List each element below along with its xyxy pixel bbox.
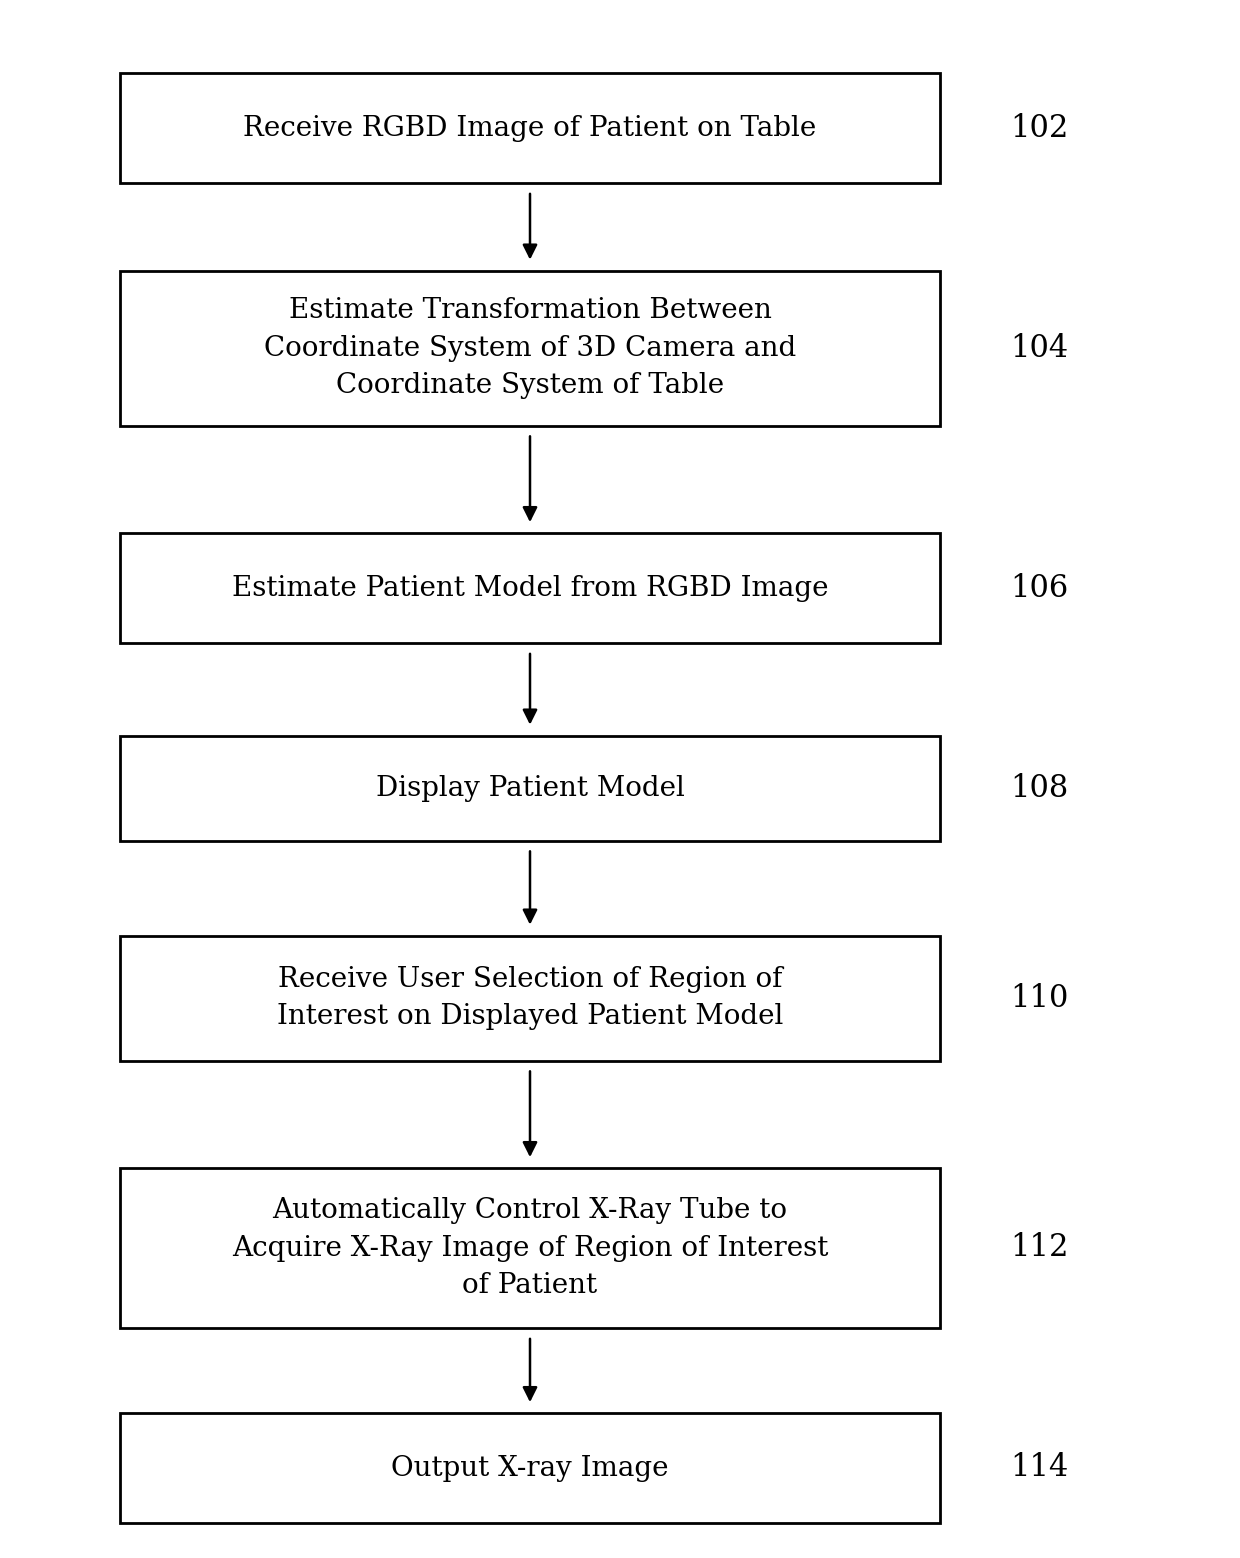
Text: Receive RGBD Image of Patient on Table: Receive RGBD Image of Patient on Table [243, 114, 817, 142]
Text: 102: 102 [1011, 112, 1069, 143]
Text: 114: 114 [1011, 1452, 1068, 1483]
Text: Estimate Transformation Between
Coordinate System of 3D Camera and
Coordinate Sy: Estimate Transformation Between Coordina… [264, 298, 796, 399]
Text: 108: 108 [1011, 773, 1068, 804]
Text: 104: 104 [1011, 332, 1068, 363]
Text: 110: 110 [1011, 983, 1069, 1014]
Text: Receive User Selection of Region of
Interest on Displayed Patient Model: Receive User Selection of Region of Inte… [277, 966, 784, 1030]
Bar [120, 533, 940, 643]
Text: Automatically Control X-Ray Tube to
Acquire X-Ray Image of Region of Interest
of: Automatically Control X-Ray Tube to Acqu… [232, 1197, 828, 1299]
Bar [120, 735, 940, 840]
Bar [120, 271, 940, 425]
Text: 112: 112 [1011, 1232, 1069, 1264]
Text: Display Patient Model: Display Patient Model [376, 774, 684, 801]
Text: 106: 106 [1011, 572, 1068, 603]
Bar [120, 1168, 940, 1327]
Bar [120, 935, 940, 1061]
Text: Output X-ray Image: Output X-ray Image [392, 1455, 668, 1482]
Bar [120, 1413, 940, 1524]
Bar [120, 73, 940, 182]
Text: Estimate Patient Model from RGBD Image: Estimate Patient Model from RGBD Image [232, 575, 828, 601]
